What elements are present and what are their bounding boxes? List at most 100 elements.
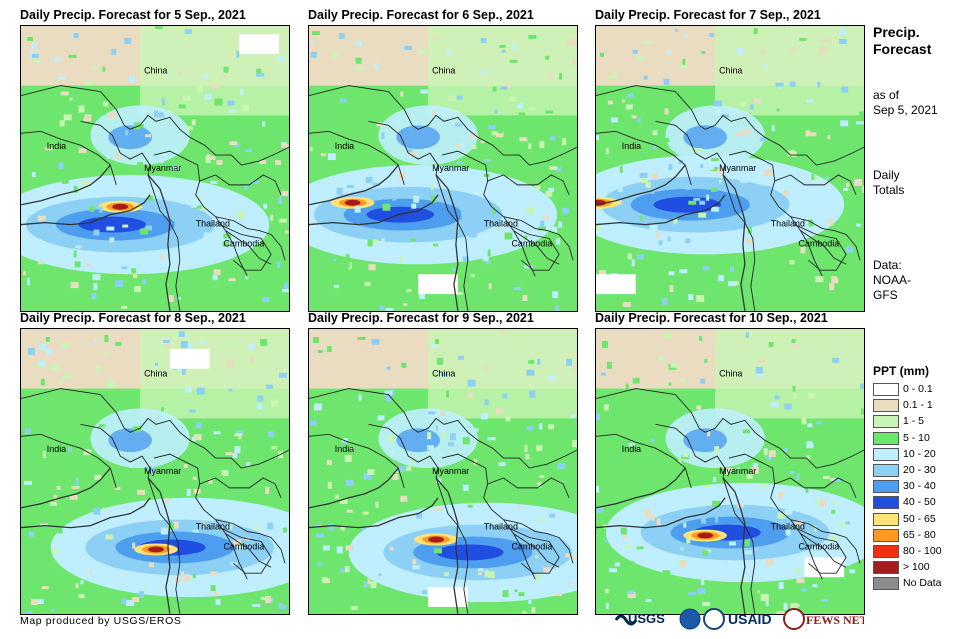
label-china: China [719, 66, 742, 76]
label-india: India [335, 444, 354, 454]
legend-label: 80 - 100 [903, 544, 942, 557]
legend-label: > 100 [903, 561, 930, 574]
precip-map: China India Myanmar Thailand Cambodia [595, 25, 865, 312]
label-china: China [432, 66, 455, 76]
label-cambodia: Cambodia [511, 541, 552, 551]
label-cambodia: Cambodia [223, 541, 264, 551]
side-title-line2: Forecast [873, 41, 932, 57]
legend-swatch [873, 528, 899, 542]
label-china: China [719, 369, 742, 379]
precip-map: China India Myanmar Thailand Cambodia [20, 328, 290, 615]
label-thailand: Thailand [771, 219, 805, 229]
fewsnet-logo: FEWS NET [806, 613, 864, 627]
precip-map: China India Myanmar Thailand Cambodia [595, 328, 865, 615]
fewsnet-globe-icon [783, 608, 805, 630]
label-india: India [47, 141, 66, 151]
panel-title: Daily Precip. Forecast for 10 Sep., 2021 [595, 311, 828, 325]
daily-totals-text: Daily Totals [873, 168, 904, 198]
noaa-logo [679, 608, 701, 630]
usgs-logo-text: USGS [628, 611, 665, 626]
legend-swatch [873, 383, 899, 396]
coastline [309, 164, 459, 311]
legend-swatch [873, 415, 899, 429]
map-panel-4: Daily Precip. Forecast for 8 Sep., 2021 C… [20, 311, 290, 615]
coastline [596, 164, 746, 311]
coastline [21, 467, 171, 614]
usaid-logo: USAID [728, 611, 772, 627]
usgs-logo: USGS [614, 611, 665, 626]
label-myanmar: Myanmar [719, 466, 756, 476]
legend-swatch [873, 512, 899, 526]
panel-title: Daily Precip. Forecast for 6 Sep., 2021 [308, 8, 534, 22]
legend-swatch [873, 431, 899, 445]
data-source-text: Data: NOAA- GFS [873, 258, 911, 303]
label-thailand: Thailand [484, 219, 518, 229]
precip-map: China India Myanmar Thailand Cambodia [20, 25, 290, 312]
data-line2: NOAA- [873, 273, 912, 287]
legend-swatch [873, 544, 899, 558]
as-of-line2: Sep 5, 2021 [873, 103, 938, 117]
panel-title: Daily Precip. Forecast for 7 Sep., 2021 [595, 8, 821, 22]
precip-map: China India Myanmar Thailand Cambodia [308, 328, 578, 615]
data-line3: GFS [873, 288, 898, 302]
usaid-logo-text: USAID [728, 611, 772, 627]
legend-label: 20 - 30 [903, 463, 936, 476]
legend-label: 0.1 - 1 [903, 399, 933, 412]
precip-field [596, 26, 864, 311]
panel-title: Daily Precip. Forecast for 5 Sep., 2021 [20, 8, 246, 22]
legend-swatch [873, 577, 899, 591]
label-india: India [622, 141, 641, 151]
coastline [309, 467, 459, 614]
precip-field [21, 26, 289, 311]
label-thailand: Thailand [196, 219, 230, 229]
panel-title: Daily Precip. Forecast for 8 Sep., 2021 [20, 311, 246, 325]
label-myanmar: Myanmar [432, 466, 469, 476]
map-panel-2: Daily Precip. Forecast for 6 Sep., 2021 C… [308, 8, 578, 312]
usaid-seal-icon [703, 608, 725, 630]
precip-field [596, 329, 864, 614]
legend-label: 65 - 80 [903, 528, 936, 541]
legend-title: PPT (mm) [873, 364, 930, 378]
legend-label: 0 - 0.1 [903, 383, 933, 395]
legend-swatch [873, 399, 899, 413]
country-borders [309, 388, 577, 614]
label-thailand: Thailand [196, 522, 230, 532]
label-china: China [144, 66, 167, 76]
label-thailand: Thailand [484, 522, 518, 532]
legend-label: No Data [903, 577, 942, 590]
map-panel-1: Daily Precip. Forecast for 5 Sep., 2021 C… [20, 8, 290, 312]
map-panel-5: Daily Precip. Forecast for 9 Sep., 2021 C… [308, 311, 578, 615]
as-of-line1: as of [873, 88, 900, 102]
data-line1: Data: [873, 258, 902, 272]
panel-title: Daily Precip. Forecast for 9 Sep., 2021 [308, 311, 534, 325]
daily-line2: Totals [873, 183, 905, 197]
map-panel-6: Daily Precip. Forecast for 10 Sep., 2021… [595, 311, 865, 615]
label-china: China [144, 369, 167, 379]
legend-label: 1 - 5 [903, 415, 925, 428]
label-cambodia: Cambodia [223, 238, 264, 248]
daily-line1: Daily [873, 168, 900, 182]
label-cambodia: Cambodia [798, 238, 839, 248]
coastline [596, 467, 746, 614]
country-borders [21, 85, 289, 311]
label-cambodia: Cambodia [511, 238, 552, 248]
legend-swatch [873, 496, 899, 510]
precip-field [21, 329, 289, 614]
country-borders [309, 85, 577, 311]
label-myanmar: Myanmar [719, 163, 756, 173]
precip-field [309, 329, 577, 614]
legend-swatch [873, 447, 899, 461]
legend-swatch [873, 480, 899, 494]
legend-label: 30 - 40 [903, 480, 936, 493]
label-cambodia: Cambodia [798, 541, 839, 551]
label-india: India [47, 444, 66, 454]
country-borders [21, 388, 289, 614]
label-india: India [335, 141, 354, 151]
credit-text: Map produced by USGS/EROS [20, 615, 182, 627]
as-of-text: as of Sep 5, 2021 [873, 88, 938, 118]
legend-label: 50 - 65 [903, 512, 936, 525]
legend-label: 5 - 10 [903, 431, 930, 444]
legend-swatch [873, 561, 899, 575]
legend-swatch [873, 463, 899, 477]
coastline [21, 164, 171, 311]
